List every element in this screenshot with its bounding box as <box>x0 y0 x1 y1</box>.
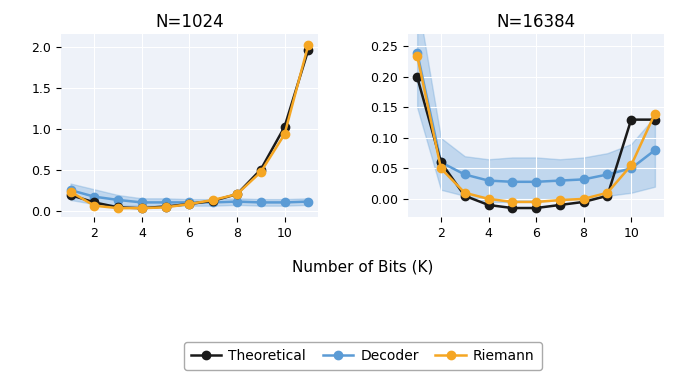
Theoretical <box>185 202 193 207</box>
Riemann <box>485 197 493 201</box>
Riemann <box>185 202 193 207</box>
Riemann <box>161 205 170 210</box>
Decoder <box>460 172 468 177</box>
Decoder <box>304 199 313 204</box>
Decoder <box>66 188 75 192</box>
Riemann <box>603 190 612 195</box>
Line: Decoder: Decoder <box>413 48 659 186</box>
Decoder <box>114 198 122 202</box>
Decoder <box>603 172 612 177</box>
Decoder <box>185 200 193 205</box>
Riemann <box>508 200 517 204</box>
Theoretical <box>304 48 313 52</box>
Riemann <box>651 111 659 116</box>
Decoder <box>90 194 98 199</box>
Riemann <box>460 190 468 195</box>
Theoretical <box>437 160 445 165</box>
Line: Decoder: Decoder <box>66 186 313 207</box>
Riemann <box>257 170 265 174</box>
Theoretical <box>209 199 217 203</box>
Theoretical <box>114 205 122 210</box>
Decoder <box>485 178 493 183</box>
Riemann <box>532 200 540 204</box>
Legend: Theoretical, Decoder, Riemann: Theoretical, Decoder, Riemann <box>184 343 542 370</box>
Decoder <box>532 179 540 184</box>
Theoretical <box>508 206 517 210</box>
Theoretical <box>556 203 564 207</box>
Decoder <box>651 148 659 152</box>
Decoder <box>437 160 445 165</box>
Riemann <box>66 189 75 194</box>
Riemann <box>437 166 445 171</box>
Line: Riemann: Riemann <box>66 41 313 212</box>
Theoretical <box>603 194 612 198</box>
Riemann <box>627 163 635 168</box>
Riemann <box>281 132 289 137</box>
Riemann <box>90 203 98 208</box>
Theoretical <box>485 203 493 207</box>
Decoder <box>580 177 588 182</box>
Title: N=16384: N=16384 <box>496 13 576 31</box>
Theoretical <box>90 200 98 205</box>
Decoder <box>556 178 564 183</box>
Theoretical <box>532 206 540 210</box>
Theoretical <box>233 192 241 197</box>
Riemann <box>413 53 421 58</box>
Riemann <box>114 206 122 210</box>
Decoder <box>281 200 289 205</box>
Theoretical <box>138 206 146 210</box>
Riemann <box>580 197 588 201</box>
Theoretical <box>257 167 265 172</box>
Text: Number of Bits (K): Number of Bits (K) <box>292 259 433 274</box>
Line: Theoretical: Theoretical <box>66 46 313 212</box>
Theoretical <box>66 193 75 197</box>
Theoretical <box>413 75 421 79</box>
Decoder <box>233 199 241 204</box>
Theoretical <box>161 204 170 209</box>
Line: Theoretical: Theoretical <box>413 73 659 212</box>
Title: N=1024: N=1024 <box>155 13 224 31</box>
Theoretical <box>281 125 289 129</box>
Riemann <box>138 206 146 210</box>
Theoretical <box>651 117 659 122</box>
Decoder <box>209 200 217 205</box>
Decoder <box>413 50 421 55</box>
Line: Riemann: Riemann <box>413 51 659 206</box>
Riemann <box>304 43 313 47</box>
Riemann <box>233 192 241 197</box>
Decoder <box>508 179 517 184</box>
Decoder <box>257 200 265 205</box>
Decoder <box>138 200 146 205</box>
Riemann <box>556 198 564 202</box>
Decoder <box>161 200 170 205</box>
Riemann <box>209 198 217 202</box>
Theoretical <box>580 200 588 204</box>
Theoretical <box>627 117 635 122</box>
Theoretical <box>460 194 468 198</box>
Decoder <box>627 166 635 171</box>
